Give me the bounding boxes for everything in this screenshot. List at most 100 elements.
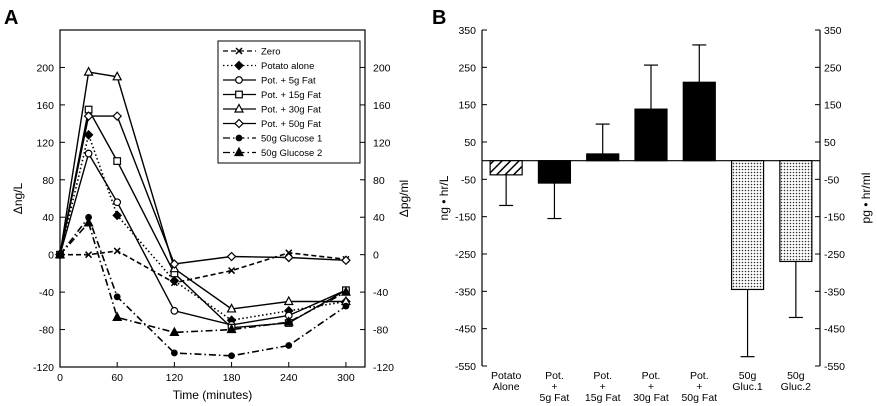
data-point	[113, 198, 122, 207]
bar	[730, 160, 765, 291]
y-tick-label-left: -120	[33, 362, 54, 374]
y-tick-label-left: -550	[455, 361, 476, 373]
y-tick-label-left: 0	[48, 250, 54, 262]
data-point	[55, 248, 65, 259]
data-point	[283, 316, 294, 326]
series-line	[59, 221, 347, 334]
y-axis-label-left: Δng/L	[11, 182, 25, 214]
series-6	[56, 213, 350, 360]
y-tick-label-left: 40	[42, 212, 54, 224]
y-tick-label-left: -50	[461, 174, 476, 186]
data-point	[228, 267, 236, 275]
x-tick-label: 120	[166, 372, 184, 384]
legend-label: Zero	[261, 47, 281, 58]
y-tick-label-right: -150	[824, 212, 845, 224]
y-tick-label-right: -120	[373, 362, 394, 374]
legend-label: Pot. + 30g Fat	[261, 105, 321, 116]
y-tick-label-left: -350	[455, 286, 476, 298]
y-tick-label-left: -40	[39, 287, 54, 299]
category-label: +	[600, 381, 606, 393]
legend-label: Potato alone	[261, 61, 314, 72]
panel-b-letter: B	[432, 7, 446, 29]
y-tick-label-left: 250	[458, 62, 476, 74]
category-label: 30g Fat	[633, 392, 669, 404]
bar	[779, 160, 813, 263]
data-point	[283, 295, 294, 306]
category-label: 50g	[787, 370, 805, 382]
bar	[537, 160, 572, 184]
data-point	[170, 306, 179, 315]
x-axis-label: Time (minutes)	[173, 388, 253, 402]
legend-marker	[234, 60, 244, 71]
data-point	[341, 255, 351, 266]
data-point	[226, 303, 237, 313]
data-point	[83, 66, 94, 76]
data-point	[169, 259, 180, 269]
legend-marker	[235, 134, 243, 142]
category-label: 50g Fat	[681, 392, 717, 404]
y-tick-label-right: 250	[824, 62, 842, 74]
y-tick-label-right: 150	[824, 100, 842, 112]
data-point	[83, 129, 94, 140]
y-tick-label-left: 150	[458, 100, 476, 112]
category-label: Gluc.2	[781, 381, 812, 393]
category-label: 15g Fat	[585, 392, 621, 404]
category-label: Pot.	[593, 370, 612, 382]
y-tick-label-right: -350	[824, 286, 845, 298]
x-tick-label: 0	[57, 372, 63, 384]
data-point	[226, 251, 237, 262]
category-label: Gluc.1	[732, 381, 763, 393]
y-tick-label-right: -80	[373, 325, 388, 337]
legend-label: 50g Glucose 1	[261, 134, 322, 145]
data-point	[226, 323, 237, 334]
x-tick-label: 300	[337, 372, 355, 384]
category-label: Pot.	[545, 370, 564, 382]
series-line	[59, 215, 347, 357]
y-tick-label-right: 350	[824, 25, 842, 37]
data-point	[83, 217, 94, 227]
bar	[489, 160, 523, 176]
series-line	[59, 151, 347, 326]
y-tick-label-right: -450	[824, 324, 845, 336]
category-label: 50g	[739, 370, 757, 382]
data-point	[283, 252, 294, 263]
y-tick-label-left: 80	[42, 175, 54, 187]
data-point	[112, 210, 123, 221]
legend-label: 50g Glucose 2	[261, 148, 322, 159]
data-point	[340, 286, 351, 296]
y-tick-label-right: -250	[824, 249, 845, 261]
category-label: 5g Fat	[540, 392, 570, 404]
category-label: Alone	[493, 381, 520, 393]
x-tick-label: 60	[111, 372, 123, 384]
x-tick-label: 240	[280, 372, 298, 384]
x-tick-label: 180	[223, 372, 241, 384]
y-tick-label-left: -450	[455, 324, 476, 336]
y-tick-label-right: -50	[824, 174, 839, 186]
legend-box	[217, 40, 361, 164]
y-tick-label-left: -150	[455, 212, 476, 224]
y-tick-label-left: -250	[455, 249, 476, 261]
y-tick-label-left: -80	[39, 325, 54, 337]
category-label: Potato	[491, 370, 522, 382]
data-point	[112, 311, 123, 321]
y-tick-label-right: 200	[373, 62, 391, 74]
panel-a-letter: A	[4, 7, 18, 29]
data-point	[112, 71, 123, 81]
legend-label: Pot. + 15g Fat	[261, 90, 321, 101]
data-point	[113, 293, 121, 301]
y-tick-label-left: 200	[36, 62, 54, 74]
y-axis-label-right: Δpg/ml	[397, 180, 411, 217]
legend-label: Pot. + 50g Fat	[261, 119, 321, 130]
y-axis-label-left: ng • hr/L	[437, 175, 451, 220]
bar	[634, 108, 668, 162]
bar	[586, 153, 620, 162]
y-tick-label-right: 50	[824, 137, 836, 149]
series-7	[55, 217, 351, 336]
legend-marker	[235, 76, 243, 84]
y-tick-label-right: -550	[824, 361, 845, 373]
data-point	[170, 349, 178, 357]
data-point	[342, 302, 350, 310]
legend-marker	[234, 118, 244, 129]
y-tick-label-right: 0	[373, 250, 379, 262]
